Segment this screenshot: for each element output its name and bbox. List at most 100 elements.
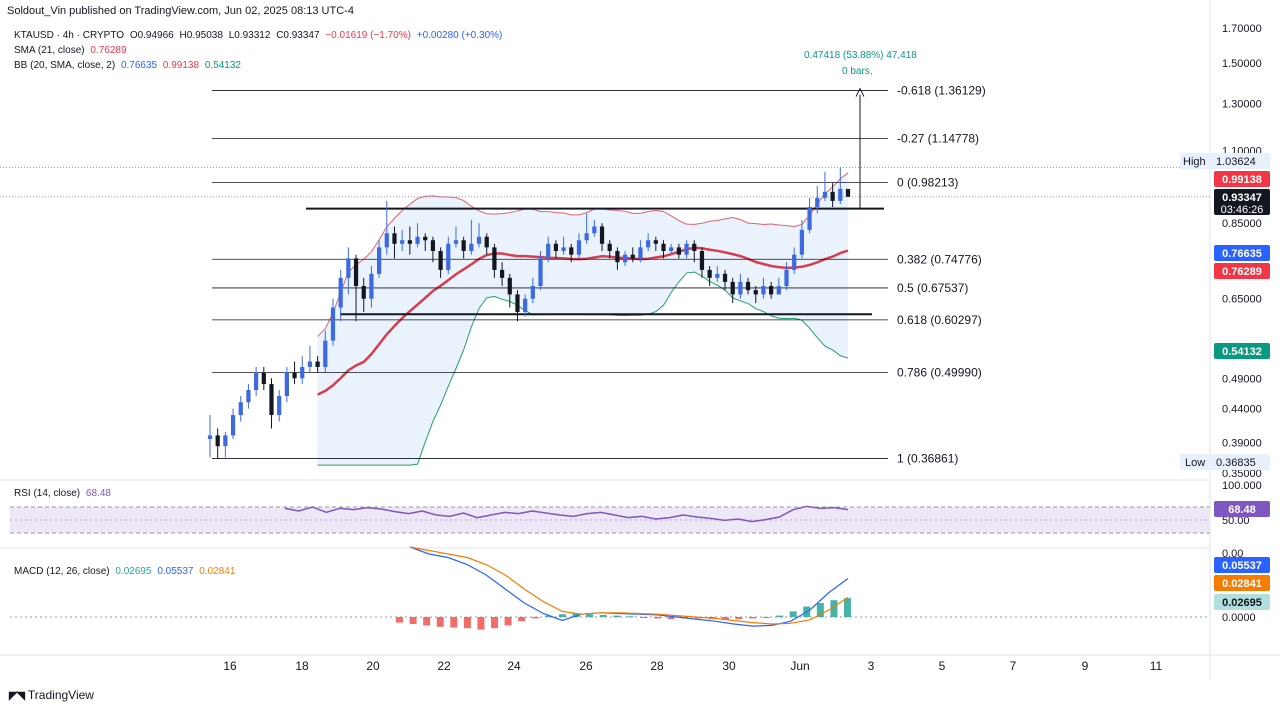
macd-histogram-bar	[816, 603, 824, 617]
candle-body	[638, 247, 643, 259]
rsi-label: RSI (14, close)	[14, 488, 81, 499]
candle-body	[315, 361, 320, 367]
macd-signal-tag	[1214, 575, 1270, 591]
ohlc-low: L0.93312	[228, 30, 271, 41]
macd-histogram-bar	[396, 617, 403, 623]
macd-legend[interactable]: MACD (12, 26, close) 0.02695 0.05537 0.0…	[14, 566, 238, 577]
bb-label: BB (20, SMA, close, 2)	[14, 60, 116, 71]
candle-body	[269, 384, 274, 416]
macd-histogram-bar	[409, 617, 417, 624]
time-axis-tick: 16	[223, 659, 237, 673]
candle-body	[646, 240, 651, 248]
macd-line	[409, 546, 849, 627]
candle-body	[499, 269, 505, 278]
macd-signal-value: 0.02841	[199, 566, 236, 577]
price-tag	[1214, 189, 1270, 215]
candle-body	[346, 258, 351, 278]
bb-legend[interactable]: BB (20, SMA, close, 2) 0.76635 0.99138 0…	[14, 60, 244, 71]
candle-body	[423, 236, 428, 241]
candle-body	[799, 229, 804, 255]
candle-body	[745, 281, 751, 291]
bb-lower-value: 0.54132	[204, 60, 241, 71]
price-axis-tick: 0.65000	[1222, 294, 1262, 306]
macd-histogram-bar	[653, 617, 661, 619]
candle-body	[453, 240, 459, 244]
candle-body	[684, 243, 689, 255]
rsi-legend[interactable]: RSI (14, close) 68.48	[14, 488, 114, 499]
macd-histogram-bar	[504, 617, 512, 626]
high-marker-label: High	[1183, 156, 1206, 168]
candle-body	[599, 226, 605, 244]
candle-body	[630, 254, 635, 259]
candle-body	[761, 285, 766, 295]
time-axis-tick: 20	[366, 659, 380, 673]
low-marker-label: Low	[1185, 457, 1205, 469]
price-axis-tick: 1.50000	[1222, 58, 1262, 70]
price-tag-text: 0.54132	[1222, 346, 1262, 358]
candle-body	[553, 243, 559, 251]
macd-histogram-bar	[748, 617, 756, 619]
candle-body	[722, 273, 728, 282]
price-tag	[1214, 171, 1270, 187]
fib-level-label: 0.786 (0.49990)	[897, 366, 982, 380]
measure-arrow-head	[855, 87, 865, 97]
tradingview-branding[interactable]: ◤◥ TradingView	[9, 688, 94, 702]
time-axis-tick: 11	[1150, 659, 1163, 673]
price-axis-tick: 0.49000	[1222, 373, 1262, 385]
candle-body	[415, 236, 420, 244]
candle-body	[438, 250, 443, 270]
time-axis-tick: 7	[1010, 659, 1017, 673]
candle-body	[622, 254, 628, 263]
published-header: Soldout_Vin published on TradingView.com…	[7, 5, 354, 17]
candle-body	[430, 240, 436, 251]
candle-body	[838, 188, 843, 201]
candle-body	[207, 435, 213, 439]
candle-body	[469, 243, 474, 251]
fib-level-label: -0.618 (1.36129)	[897, 84, 986, 98]
candle-body	[661, 243, 666, 251]
candle-body	[738, 281, 743, 295]
time-axis-tick: 24	[507, 659, 521, 673]
macd-histogram-bar	[626, 616, 634, 618]
candle-body	[369, 273, 374, 299]
candle-body	[815, 197, 820, 208]
candle-body	[584, 233, 589, 241]
macd-histogram-bar	[572, 613, 580, 617]
bb-upper-line	[317, 172, 849, 337]
candle-body	[307, 361, 313, 367]
candle-body	[538, 258, 543, 286]
macd-histogram-bar	[491, 617, 499, 629]
ohlc-change: −0.01619 (−1.70%)	[325, 30, 411, 41]
candle-body	[515, 294, 520, 313]
symbol-legend[interactable]: KTAUSD · 4h · CRYPTO O0.94966 H0.95038 L…	[14, 30, 505, 41]
candle-body	[484, 236, 489, 248]
time-axis-tick: 9	[1082, 659, 1089, 673]
symbol-name[interactable]: KTAUSD · 4h · CRYPTO	[14, 30, 125, 41]
macd-histogram-bar	[735, 617, 743, 620]
candle-body	[338, 277, 343, 308]
time-axis-tick: 3	[868, 659, 875, 673]
candle-body	[230, 415, 236, 436]
candle-body	[769, 285, 774, 295]
measure-label-1: 0.47418 (53.88%) 47,418	[804, 50, 917, 61]
macd-axis-tick: 0.0000	[1222, 612, 1256, 624]
macd-histogram-bar	[613, 615, 621, 617]
candle-body	[215, 435, 220, 447]
price-axis-tick: 0.39000	[1222, 438, 1262, 450]
macd-histogram-bar	[844, 598, 851, 617]
sma-legend[interactable]: SMA (21, close) 0.76289	[14, 45, 130, 56]
candle-body	[361, 285, 366, 299]
candle-body	[246, 389, 251, 403]
low-marker-bg	[1180, 454, 1270, 470]
candle-body	[669, 247, 674, 251]
macd-histogram-bar	[518, 617, 526, 622]
candle-body	[238, 402, 243, 416]
candle-body	[676, 247, 682, 255]
price-tag-text: 0.76635	[1222, 248, 1262, 260]
candle-body	[807, 207, 812, 230]
fib-level-label: 0.382 (0.74776)	[897, 252, 982, 266]
measure-label-2: 0 bars,	[842, 66, 873, 77]
candle-body	[546, 243, 551, 259]
macd-histogram-bar	[830, 600, 838, 617]
